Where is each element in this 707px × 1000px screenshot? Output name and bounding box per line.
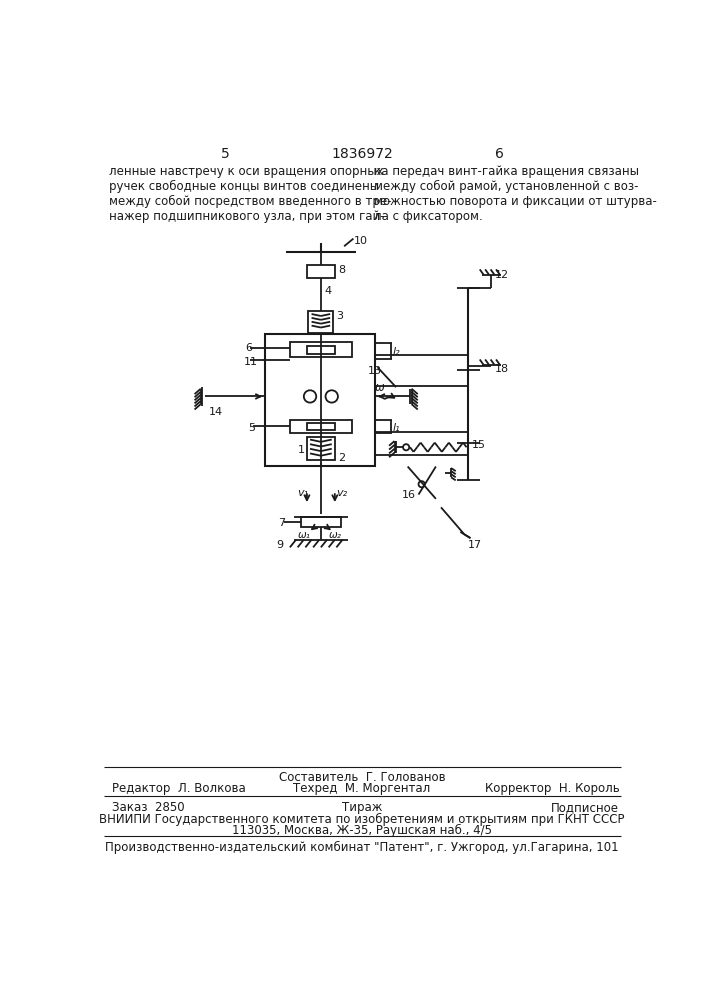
- Bar: [307, 423, 335, 430]
- Bar: [307, 437, 335, 460]
- Text: Подписное: Подписное: [551, 801, 619, 814]
- Text: ка передач винт-гайка вращения связаны
между собой рамой, установленной с воз-
м: ка передач винт-гайка вращения связаны м…: [373, 165, 657, 223]
- Bar: [300, 517, 341, 527]
- Text: ω₁: ω₁: [298, 530, 310, 540]
- Text: 1836972: 1836972: [331, 147, 393, 161]
- Bar: [307, 265, 335, 278]
- Text: 16: 16: [402, 490, 416, 500]
- Text: 12: 12: [494, 270, 508, 280]
- Text: Редактор  Л. Волкова: Редактор Л. Волкова: [112, 782, 245, 795]
- Text: Составитель  Г. Голованов: Составитель Г. Голованов: [279, 771, 445, 784]
- Text: Техред  М. Моргентал: Техред М. Моргентал: [293, 782, 431, 795]
- Text: ω: ω: [375, 381, 385, 394]
- Bar: [265, 334, 375, 466]
- Text: l₁: l₁: [393, 423, 401, 433]
- Text: 4: 4: [325, 286, 332, 296]
- Text: Производственно-издательский комбинат "Патент", г. Ужгород, ул.Гагарина, 101: Производственно-издательский комбинат "П…: [105, 841, 619, 854]
- Text: Тираж: Тираж: [341, 801, 382, 814]
- Text: 5: 5: [248, 423, 255, 433]
- Bar: [307, 346, 335, 354]
- Text: 3: 3: [337, 311, 344, 321]
- Text: v₁: v₁: [298, 488, 309, 498]
- Text: 2: 2: [338, 453, 345, 463]
- Text: l₂: l₂: [393, 347, 401, 357]
- Text: 9: 9: [276, 540, 283, 550]
- Bar: [308, 311, 333, 333]
- Text: ВНИИПИ Государственного комитета по изобретениям и открытиям при ГКНТ СССР: ВНИИПИ Государственного комитета по изоб…: [99, 813, 625, 826]
- Text: 1: 1: [298, 445, 305, 455]
- Text: 6: 6: [495, 147, 503, 161]
- Text: 7: 7: [279, 518, 286, 528]
- Text: 113035, Москва, Ж-35, Раушская наб., 4/5: 113035, Москва, Ж-35, Раушская наб., 4/5: [232, 824, 492, 837]
- Text: Корректор  Н. Король: Корректор Н. Король: [484, 782, 619, 795]
- Bar: [290, 420, 352, 433]
- Text: 13: 13: [368, 366, 381, 376]
- Text: 17: 17: [468, 540, 482, 550]
- Text: Заказ  2850: Заказ 2850: [112, 801, 185, 814]
- Text: 6: 6: [246, 343, 252, 353]
- Text: 11: 11: [243, 357, 257, 367]
- Text: 15: 15: [472, 440, 486, 450]
- Text: 14: 14: [209, 407, 223, 417]
- Text: ω₂: ω₂: [329, 530, 341, 540]
- Text: 5: 5: [221, 147, 230, 161]
- Text: 18: 18: [494, 364, 508, 374]
- Bar: [290, 342, 352, 357]
- Text: v₂: v₂: [337, 488, 348, 498]
- Text: 8: 8: [338, 265, 345, 275]
- Text: ленные навстречу к оси вращения опорных
ручек свободные концы винтов соединены
м: ленные навстречу к оси вращения опорных …: [110, 165, 392, 223]
- Text: 10: 10: [354, 235, 368, 245]
